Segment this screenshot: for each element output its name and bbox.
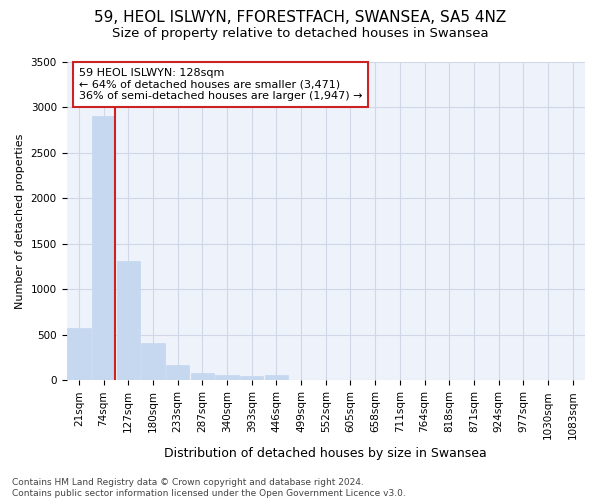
Bar <box>116 260 140 380</box>
Text: Contains HM Land Registry data © Crown copyright and database right 2024.
Contai: Contains HM Land Registry data © Crown c… <box>12 478 406 498</box>
Bar <box>166 365 190 380</box>
Bar <box>141 342 164 380</box>
Bar <box>92 116 115 380</box>
X-axis label: Distribution of detached houses by size in Swansea: Distribution of detached houses by size … <box>164 447 487 460</box>
Bar <box>67 328 91 380</box>
Text: Size of property relative to detached houses in Swansea: Size of property relative to detached ho… <box>112 28 488 40</box>
Bar <box>240 376 263 380</box>
Bar <box>265 376 288 380</box>
Text: 59, HEOL ISLWYN, FFORESTFACH, SWANSEA, SA5 4NZ: 59, HEOL ISLWYN, FFORESTFACH, SWANSEA, S… <box>94 10 506 25</box>
Bar <box>191 374 214 380</box>
Text: 59 HEOL ISLWYN: 128sqm
← 64% of detached houses are smaller (3,471)
36% of semi-: 59 HEOL ISLWYN: 128sqm ← 64% of detached… <box>79 68 362 101</box>
Bar <box>215 376 239 380</box>
Y-axis label: Number of detached properties: Number of detached properties <box>15 133 25 308</box>
